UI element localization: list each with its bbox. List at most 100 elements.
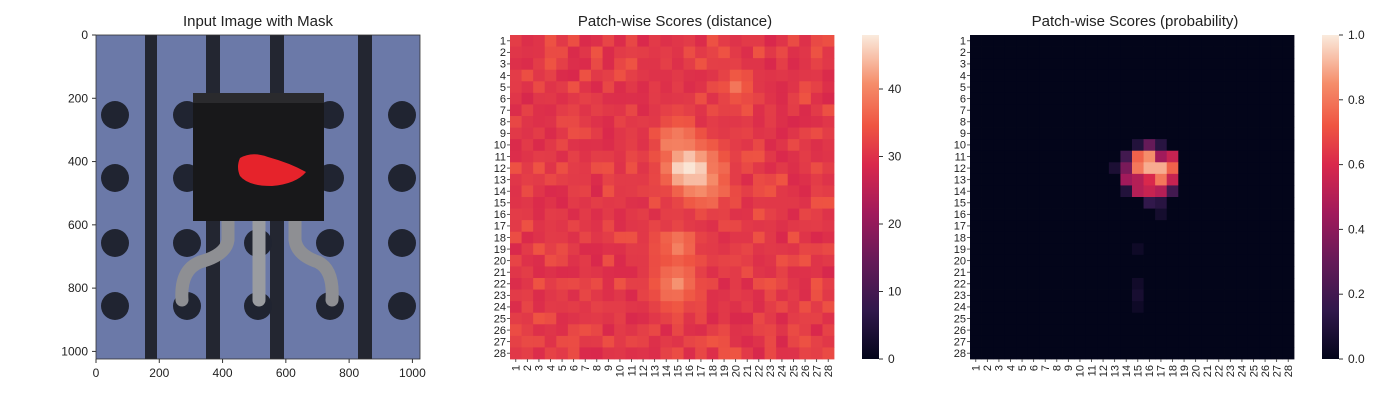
heatmap-cell xyxy=(1213,173,1225,186)
heatmap-cell xyxy=(776,35,789,47)
heatmap-cell xyxy=(521,35,534,47)
heatmap-cell xyxy=(544,81,557,94)
heatmap-cell xyxy=(1039,35,1052,47)
heatmap-cell xyxy=(625,150,638,163)
heatmap-cell xyxy=(533,289,546,302)
heatmap-cell xyxy=(799,301,812,314)
defect-mask xyxy=(238,154,306,186)
heatmap-cell xyxy=(1155,312,1168,325)
heatmap-cell xyxy=(810,173,823,186)
heatmap-cell xyxy=(1108,139,1121,152)
heatmap-cell xyxy=(993,197,1006,209)
heatmap-cell xyxy=(1120,278,1133,290)
heatmap-cell xyxy=(1132,231,1144,244)
heatmap-cell xyxy=(672,127,684,140)
heatmap-cell xyxy=(1282,139,1295,152)
col-tick-label: 13 xyxy=(1109,365,1121,377)
heatmap-cell xyxy=(741,312,754,325)
heatmap-cell xyxy=(970,289,982,302)
heatmap-cell xyxy=(1236,116,1249,128)
heatmap-cell xyxy=(1085,289,1098,302)
heatmap-cell xyxy=(1062,92,1075,105)
heatmap-cell xyxy=(810,81,823,94)
heatmap-cell xyxy=(799,69,812,82)
heatmap-cell xyxy=(544,127,557,140)
heatmap-cell xyxy=(683,208,696,221)
heatmap-cell xyxy=(567,197,580,209)
heatmap-cell xyxy=(729,104,742,117)
heatmap-cell xyxy=(1189,81,1202,94)
heatmap-cell xyxy=(741,301,754,314)
heatmap-cell xyxy=(1085,104,1098,117)
heatmap-cell xyxy=(556,312,569,325)
heatmap-cell xyxy=(1120,197,1133,209)
heatmap-cell xyxy=(822,116,835,128)
heatmap-cell xyxy=(799,324,812,337)
col-tick-label: 8 xyxy=(1052,365,1064,371)
heatmap-cell xyxy=(510,81,522,94)
heatmap-cell xyxy=(981,289,994,302)
heatmap-cell xyxy=(993,254,1006,267)
heatmap-cell xyxy=(637,278,650,290)
heatmap-cell xyxy=(776,127,789,140)
col-tick-label: 27 xyxy=(1271,365,1283,377)
x-tick-label: 200 xyxy=(149,366,169,380)
heatmap-cell xyxy=(1247,278,1260,290)
heatmap-cell xyxy=(1259,347,1272,360)
heatmap-cell xyxy=(544,69,557,82)
heatmap-cell xyxy=(533,150,546,163)
heatmap-cell xyxy=(1074,324,1087,337)
heatmap-cell xyxy=(810,116,823,128)
heatmap-cell xyxy=(567,92,580,105)
heatmap-cell xyxy=(970,104,982,117)
heatmap-cell xyxy=(672,220,684,233)
heatmap-cell xyxy=(1062,220,1075,233)
distance-heatmap-cells xyxy=(510,35,835,360)
heatmap-cell xyxy=(1236,301,1249,314)
heatmap-cell xyxy=(1201,69,1214,82)
heatmap-cell xyxy=(1132,92,1144,105)
heatmap-cell xyxy=(1201,324,1214,337)
heatmap-cell xyxy=(1062,289,1075,302)
heatmap-cell xyxy=(1201,220,1214,233)
heatmap-cell xyxy=(993,162,1006,175)
heatmap-cell xyxy=(764,173,777,186)
heatmap-cell xyxy=(1259,127,1272,140)
heatmap-cell xyxy=(1027,139,1040,152)
heatmap-cell xyxy=(579,104,592,117)
heatmap-cell xyxy=(1270,335,1283,348)
heatmap-cell xyxy=(1074,266,1087,279)
heatmap-cell xyxy=(1178,162,1191,175)
heatmap-cell xyxy=(1074,162,1087,175)
heatmap-cell xyxy=(1085,92,1098,105)
heatmap-cell xyxy=(1270,347,1283,360)
heatmap-cell xyxy=(1120,35,1133,47)
heatmap-cell xyxy=(1004,139,1017,152)
heatmap-cell xyxy=(1166,289,1179,302)
heatmap-cell xyxy=(1213,150,1225,163)
heatmap-cell xyxy=(1027,104,1040,117)
heatmap-cell xyxy=(1143,243,1156,256)
heatmap-cell xyxy=(787,289,800,302)
heatmap-cell xyxy=(1039,162,1052,175)
heatmap-cell xyxy=(1143,116,1156,128)
heatmap-cell xyxy=(683,301,696,314)
heatmap-cell xyxy=(970,58,982,71)
heatmap-cell xyxy=(776,173,789,186)
heatmap-cell xyxy=(741,324,754,337)
heatmap-cell xyxy=(533,266,546,279)
heatmap-cell xyxy=(810,266,823,279)
heatmap-cell xyxy=(1027,127,1040,140)
heatmap-cell xyxy=(1051,162,1063,175)
heatmap-cell xyxy=(521,312,534,325)
heatmap-cell xyxy=(648,231,661,244)
heatmap-cell xyxy=(591,335,603,348)
heatmap-cell xyxy=(1270,254,1283,267)
heatmap-cell xyxy=(695,81,708,94)
heatmap-cell xyxy=(1155,150,1168,163)
heatmap-cell xyxy=(602,150,615,163)
heatmap-cell xyxy=(625,254,638,267)
col-tick-label: 1 xyxy=(511,365,523,371)
heatmap-cell xyxy=(1236,150,1249,163)
heatmap-cell xyxy=(981,197,994,209)
